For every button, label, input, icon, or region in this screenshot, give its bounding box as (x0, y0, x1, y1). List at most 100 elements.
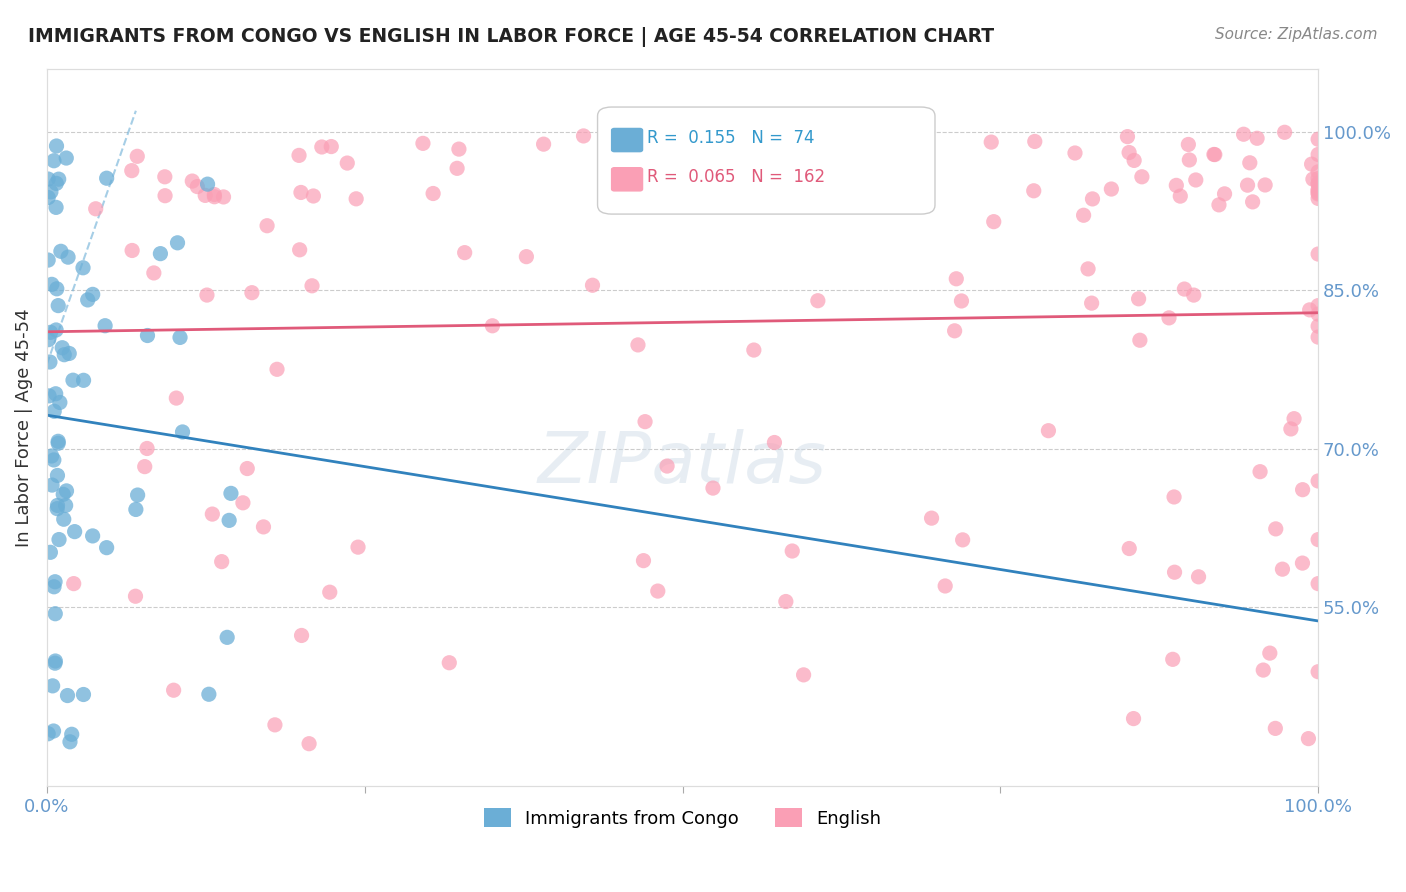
Point (1184, 173, 1206, 187)
Point (1077, 261, 1099, 276)
Point (860, 176, 883, 190)
Point (311, 140, 333, 154)
Point (1130, 169, 1153, 184)
Point (181, 174, 204, 188)
Point (1298, 302, 1320, 317)
Point (169, 330, 191, 344)
Point (1301, 157, 1323, 171)
Point (46, 299, 69, 313)
Point (1308, 533, 1330, 547)
Point (321, 139, 343, 153)
Text: IMMIGRANTS FROM CONGO VS ENGLISH IN LABOR FORCE | AGE 45-54 CORRELATION CHART: IMMIGRANTS FROM CONGO VS ENGLISH IN LABO… (28, 27, 994, 46)
Point (453, 245, 475, 260)
Point (44, 607, 66, 621)
Point (1308, 191, 1330, 205)
Point (44, 404, 66, 418)
Text: Source: ZipAtlas.com: Source: ZipAtlas.com (1215, 27, 1378, 42)
Point (290, 628, 312, 642)
Point (46, 468, 69, 483)
Point (72, 260, 94, 275)
Point (44, 574, 66, 589)
Point (627, 338, 650, 352)
Point (1308, 132, 1330, 146)
Point (1232, 127, 1254, 141)
Point (62, 373, 84, 387)
Point (45, 200, 67, 214)
Point (848, 178, 870, 193)
Point (198, 687, 221, 701)
Point (37, 253, 59, 268)
Point (1308, 319, 1330, 334)
Point (1249, 465, 1271, 479)
Point (211, 555, 233, 569)
Point (212, 190, 235, 204)
Point (702, 481, 724, 495)
Point (96, 171, 118, 186)
Point (1291, 483, 1313, 497)
Point (762, 186, 785, 201)
Point (1081, 192, 1104, 206)
Point (1118, 541, 1140, 556)
Point (921, 511, 943, 525)
Point (84, 202, 107, 216)
Point (72, 373, 94, 387)
Point (651, 135, 673, 149)
Point (1213, 186, 1236, 201)
Point (58, 346, 80, 360)
Point (45, 386, 67, 401)
Point (1241, 194, 1264, 209)
Point (952, 533, 974, 547)
Point (256, 219, 278, 233)
Point (202, 187, 225, 202)
Point (1264, 722, 1286, 736)
Point (62, 576, 84, 591)
Point (695, 131, 717, 145)
Point (165, 391, 187, 405)
Point (42, 153, 65, 168)
Y-axis label: In Labor Force | Age 45-54: In Labor Force | Age 45-54 (15, 309, 32, 547)
Point (780, 544, 803, 558)
Point (290, 186, 312, 200)
Point (240, 285, 263, 300)
Point (1308, 576, 1330, 591)
Point (44, 654, 66, 668)
Point (1246, 131, 1268, 145)
Point (42, 453, 65, 467)
Point (515, 250, 537, 264)
Point (1302, 172, 1324, 186)
Point (49, 395, 72, 409)
Point (219, 486, 242, 500)
Point (1080, 296, 1102, 310)
Point (59, 735, 82, 749)
Point (1208, 198, 1230, 212)
Point (63, 524, 86, 539)
Point (45, 177, 67, 191)
Point (412, 136, 434, 151)
Point (1123, 153, 1146, 168)
Point (46, 434, 69, 449)
Point (1173, 282, 1195, 296)
Point (858, 161, 880, 176)
Point (44, 656, 66, 670)
Point (1308, 147, 1330, 161)
Point (121, 163, 143, 178)
Point (49, 244, 72, 259)
Point (52, 512, 75, 526)
Point (42, 724, 65, 739)
Point (651, 169, 673, 184)
Point (647, 584, 669, 599)
Point (124, 589, 146, 603)
Point (82, 287, 104, 301)
Point (1187, 570, 1209, 584)
Point (195, 288, 218, 302)
Point (1118, 145, 1140, 160)
Point (45, 282, 67, 296)
Point (1308, 307, 1330, 321)
Point (204, 190, 226, 204)
Point (1308, 165, 1330, 179)
Point (53, 348, 76, 362)
Point (1022, 184, 1045, 198)
Point (166, 235, 188, 250)
Point (121, 244, 143, 258)
Point (76, 293, 98, 307)
